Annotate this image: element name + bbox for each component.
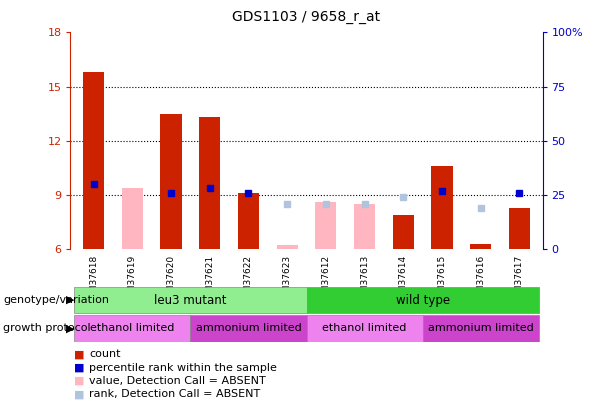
Bar (191, 315, 306, 342)
Text: leu3 mutant: leu3 mutant (154, 294, 227, 307)
Bar (122, 188, 143, 249)
Bar (432, 166, 452, 249)
Bar (392, 215, 414, 249)
Text: GSM37621: GSM37621 (205, 255, 215, 304)
Text: GSM37617: GSM37617 (515, 255, 524, 304)
Text: GSM37615: GSM37615 (438, 255, 446, 304)
Bar (354, 204, 375, 249)
Text: ethanol limited: ethanol limited (322, 324, 406, 333)
Bar (74, 287, 306, 313)
Text: GSM37616: GSM37616 (476, 255, 485, 304)
Bar (199, 117, 221, 249)
Bar (315, 202, 337, 249)
Text: ammonium limited: ammonium limited (196, 324, 302, 333)
Text: ▶: ▶ (66, 324, 75, 333)
Text: value, Detection Call = ABSENT: value, Detection Call = ABSENT (89, 376, 265, 386)
Text: genotype/variation: genotype/variation (3, 295, 109, 305)
Bar (306, 315, 422, 342)
Bar (161, 114, 181, 249)
Bar (276, 245, 298, 249)
Text: GSM37620: GSM37620 (167, 255, 175, 304)
Text: ■: ■ (74, 390, 84, 399)
Text: GDS1103 / 9658_r_at: GDS1103 / 9658_r_at (232, 10, 381, 24)
Bar (74, 315, 191, 342)
Text: GSM37622: GSM37622 (244, 255, 253, 303)
Text: GSM37619: GSM37619 (128, 255, 137, 304)
Bar (422, 315, 539, 342)
Text: ammonium limited: ammonium limited (428, 324, 533, 333)
Bar (509, 207, 530, 249)
Bar (306, 287, 539, 313)
Text: ethanol limited: ethanol limited (90, 324, 175, 333)
Text: count: count (89, 350, 120, 359)
Text: rank, Detection Call = ABSENT: rank, Detection Call = ABSENT (89, 390, 260, 399)
Text: GSM37618: GSM37618 (89, 255, 98, 304)
Text: GSM37614: GSM37614 (398, 255, 408, 304)
Text: ■: ■ (74, 350, 84, 359)
Text: growth protocol: growth protocol (3, 324, 91, 333)
Text: wild type: wild type (395, 294, 449, 307)
Text: GSM37613: GSM37613 (360, 255, 369, 304)
Bar (470, 244, 491, 249)
Bar (238, 193, 259, 249)
Text: ▶: ▶ (66, 295, 75, 305)
Text: ■: ■ (74, 363, 84, 373)
Text: GSM37612: GSM37612 (321, 255, 330, 304)
Text: ■: ■ (74, 376, 84, 386)
Text: percentile rank within the sample: percentile rank within the sample (89, 363, 276, 373)
Bar (83, 72, 104, 249)
Text: GSM37623: GSM37623 (283, 255, 292, 304)
